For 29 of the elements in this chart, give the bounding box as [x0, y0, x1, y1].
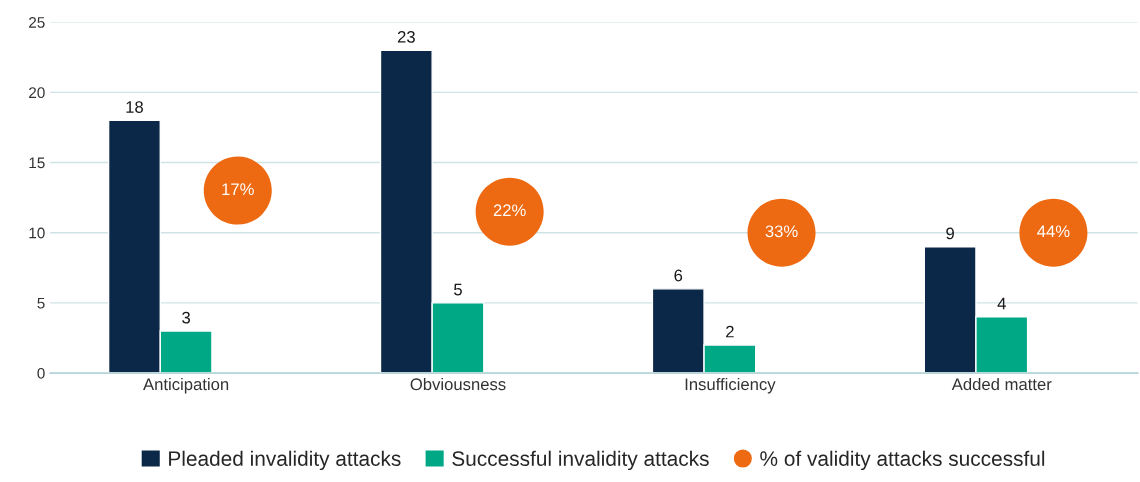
data-label: 4: [997, 297, 1006, 310]
y-tick-label: 25: [29, 17, 45, 28]
y-tick-label: 15: [29, 157, 45, 169]
data-label: 23: [397, 30, 415, 43]
point: [747, 198, 816, 267]
legend-label: Pleaded invalidity attacks: [169, 450, 401, 471]
y-tick-label: 10: [29, 227, 45, 239]
annotation: 44%: [1037, 225, 1070, 238]
data-label: 2: [726, 325, 734, 338]
data-label: 18: [126, 101, 143, 113]
legend-label: Successful invalidity attacks: [452, 450, 709, 471]
annotation: 22%: [493, 204, 526, 217]
point: [475, 177, 544, 246]
legend-label: % of validity attacks successful: [760, 450, 1045, 471]
x-tick-label: Added matter: [951, 377, 1052, 391]
x-tick-label: Anticipation: [143, 377, 229, 394]
annotation: 33%: [765, 225, 798, 238]
x-tick-label: Insufficiency: [685, 377, 776, 394]
annotation: 17%: [222, 183, 254, 196]
point: [203, 156, 272, 225]
point: [1019, 198, 1088, 267]
y-tick-label: 0: [37, 367, 45, 379]
x-tick-label: Obviousness: [410, 377, 506, 391]
data-label: 3: [182, 311, 191, 324]
y-tick-label: 20: [29, 87, 45, 99]
y-tick-label: 5: [37, 297, 45, 309]
data-label: 6: [674, 269, 683, 282]
data-label: 9: [946, 227, 954, 240]
data-label: 5: [454, 283, 462, 296]
